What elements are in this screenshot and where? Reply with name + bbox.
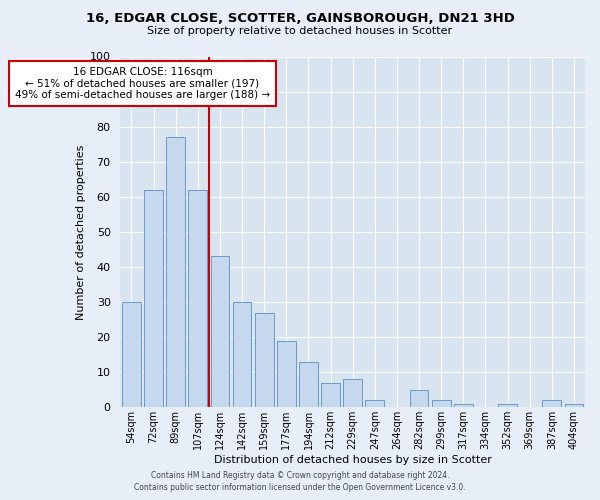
X-axis label: Distribution of detached houses by size in Scotter: Distribution of detached houses by size … <box>214 455 491 465</box>
Bar <box>454 404 473 407</box>
Bar <box>432 400 451 407</box>
Bar <box>277 340 296 407</box>
Bar <box>144 190 163 408</box>
Bar <box>565 404 583 407</box>
Bar <box>542 400 561 407</box>
Bar <box>122 302 141 408</box>
Bar <box>188 190 207 408</box>
Y-axis label: Number of detached properties: Number of detached properties <box>76 144 86 320</box>
Bar <box>211 256 229 408</box>
Text: Contains HM Land Registry data © Crown copyright and database right 2024.
Contai: Contains HM Land Registry data © Crown c… <box>134 471 466 492</box>
Bar <box>498 404 517 407</box>
Bar <box>255 312 274 408</box>
Bar <box>321 382 340 407</box>
Bar <box>343 379 362 408</box>
Bar <box>365 400 384 407</box>
Bar <box>410 390 428 407</box>
Text: 16, EDGAR CLOSE, SCOTTER, GAINSBOROUGH, DN21 3HD: 16, EDGAR CLOSE, SCOTTER, GAINSBOROUGH, … <box>86 12 514 26</box>
Bar <box>299 362 318 408</box>
Bar <box>166 137 185 407</box>
Bar <box>233 302 251 408</box>
Text: Size of property relative to detached houses in Scotter: Size of property relative to detached ho… <box>148 26 452 36</box>
Text: 16 EDGAR CLOSE: 116sqm
← 51% of detached houses are smaller (197)
49% of semi-de: 16 EDGAR CLOSE: 116sqm ← 51% of detached… <box>15 67 270 100</box>
